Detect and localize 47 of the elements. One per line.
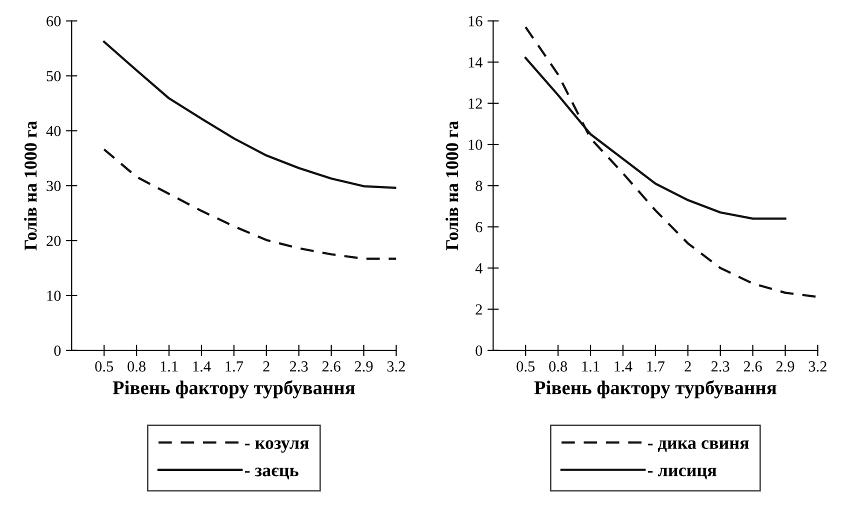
- y-tick-label: 0: [476, 346, 482, 356]
- x-tick-label: 2: [684, 361, 691, 372]
- y-tick-label: 10: [47, 290, 61, 301]
- line-series: [103, 40, 396, 189]
- x-tick-label: 3.2: [808, 361, 826, 372]
- line-series: [524, 26, 818, 298]
- x-tick-label: 0.5: [95, 361, 114, 372]
- x-tick-label: 2: [263, 361, 270, 372]
- x-tick-label: 2.3: [290, 361, 308, 372]
- x-tick-label: 1.7: [647, 361, 665, 372]
- y-tick-label: 50: [46, 70, 61, 82]
- x-tick-label: 1.1: [160, 361, 178, 372]
- x-tick-label: 2.6: [744, 361, 762, 372]
- x-tick-label: 0.8: [549, 361, 568, 372]
- y-axis-title: Голів на 1000 га: [446, 120, 458, 250]
- x-tick-label: 3.2: [387, 361, 405, 372]
- x-tick-label: 1.4: [193, 361, 211, 372]
- y-axis-title: Голів на 1000 га: [24, 120, 37, 250]
- x-tick-label: 1.7: [226, 361, 244, 372]
- y-tick-label: 8: [476, 180, 482, 192]
- x-axis-title: Рівень фактору турбування: [112, 380, 355, 398]
- y-tick-label: 0: [54, 346, 61, 356]
- x-tick-label: 1.1: [582, 361, 600, 372]
- x-tick-label: 0.8: [128, 361, 146, 372]
- y-tick-label: 20: [46, 236, 61, 246]
- y-tick-label: 16: [468, 16, 482, 26]
- line-series: [103, 148, 396, 260]
- y-tick-label: 2: [476, 304, 482, 315]
- y-tick-label: 30: [46, 180, 61, 192]
- y-tick-label: 12: [468, 98, 482, 109]
- legend-label: - козуля: [244, 440, 309, 453]
- y-tick-label: 4: [475, 263, 482, 274]
- y-tick-label: 40: [46, 126, 61, 136]
- x-tick-label: 0.5: [516, 361, 535, 372]
- legend-label: - лисиця: [648, 468, 716, 480]
- x-tick-label: 2.9: [776, 361, 794, 372]
- y-tick-label: 14: [468, 57, 482, 68]
- x-tick-label: 2.3: [711, 361, 730, 372]
- y-tick-label: 6: [476, 222, 482, 232]
- legend-label: - дика свиня: [648, 440, 749, 452]
- x-tick-label: 2.6: [322, 361, 340, 372]
- x-tick-label: 2.9: [354, 361, 373, 372]
- x-tick-label: 1.4: [614, 361, 632, 372]
- y-tick-label: 10: [468, 140, 482, 150]
- y-tick-label: 60: [46, 16, 61, 26]
- legend-label: - заєць: [244, 468, 298, 480]
- x-axis-title: Рівень фактору турбування: [534, 380, 776, 398]
